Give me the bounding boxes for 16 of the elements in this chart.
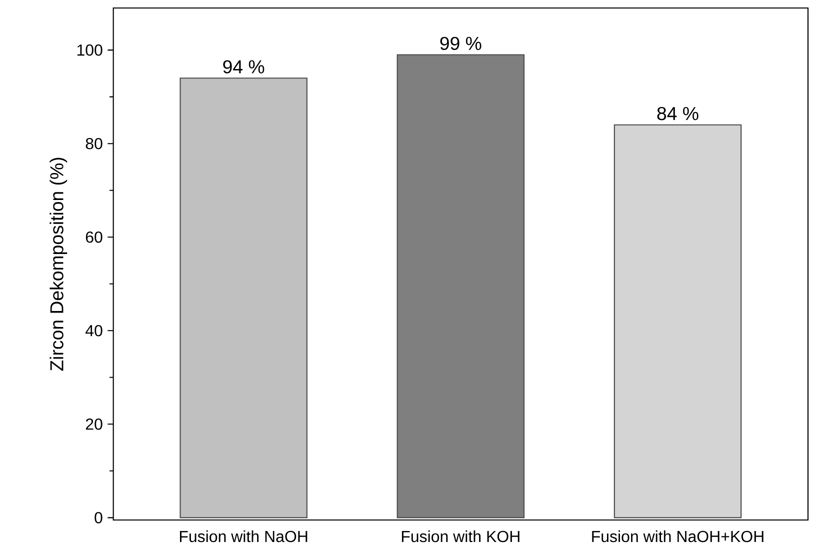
y-tick-label: 20 (86, 418, 102, 430)
y-tick-label: 0 (94, 512, 102, 524)
x-tick-label: Fusion with NaOH (180, 530, 308, 542)
y-tick-label: 80 (86, 138, 102, 150)
bar (614, 124, 742, 518)
x-tick-label: Fusion with KOH (402, 530, 520, 542)
data-label: 94 % (223, 60, 264, 74)
bar (396, 54, 525, 518)
data-label: 84 % (657, 106, 698, 120)
y-tick-label: 40 (86, 324, 102, 336)
y-tick-label: 60 (86, 231, 102, 243)
y-tick-label: 100 (77, 44, 102, 56)
data-label: 99 % (440, 36, 482, 50)
bar (180, 78, 308, 518)
y-axis-title: Zircon Dekomposition (%) (50, 158, 68, 371)
x-tick-label: Fusion with NaOH+KOH (592, 530, 764, 542)
